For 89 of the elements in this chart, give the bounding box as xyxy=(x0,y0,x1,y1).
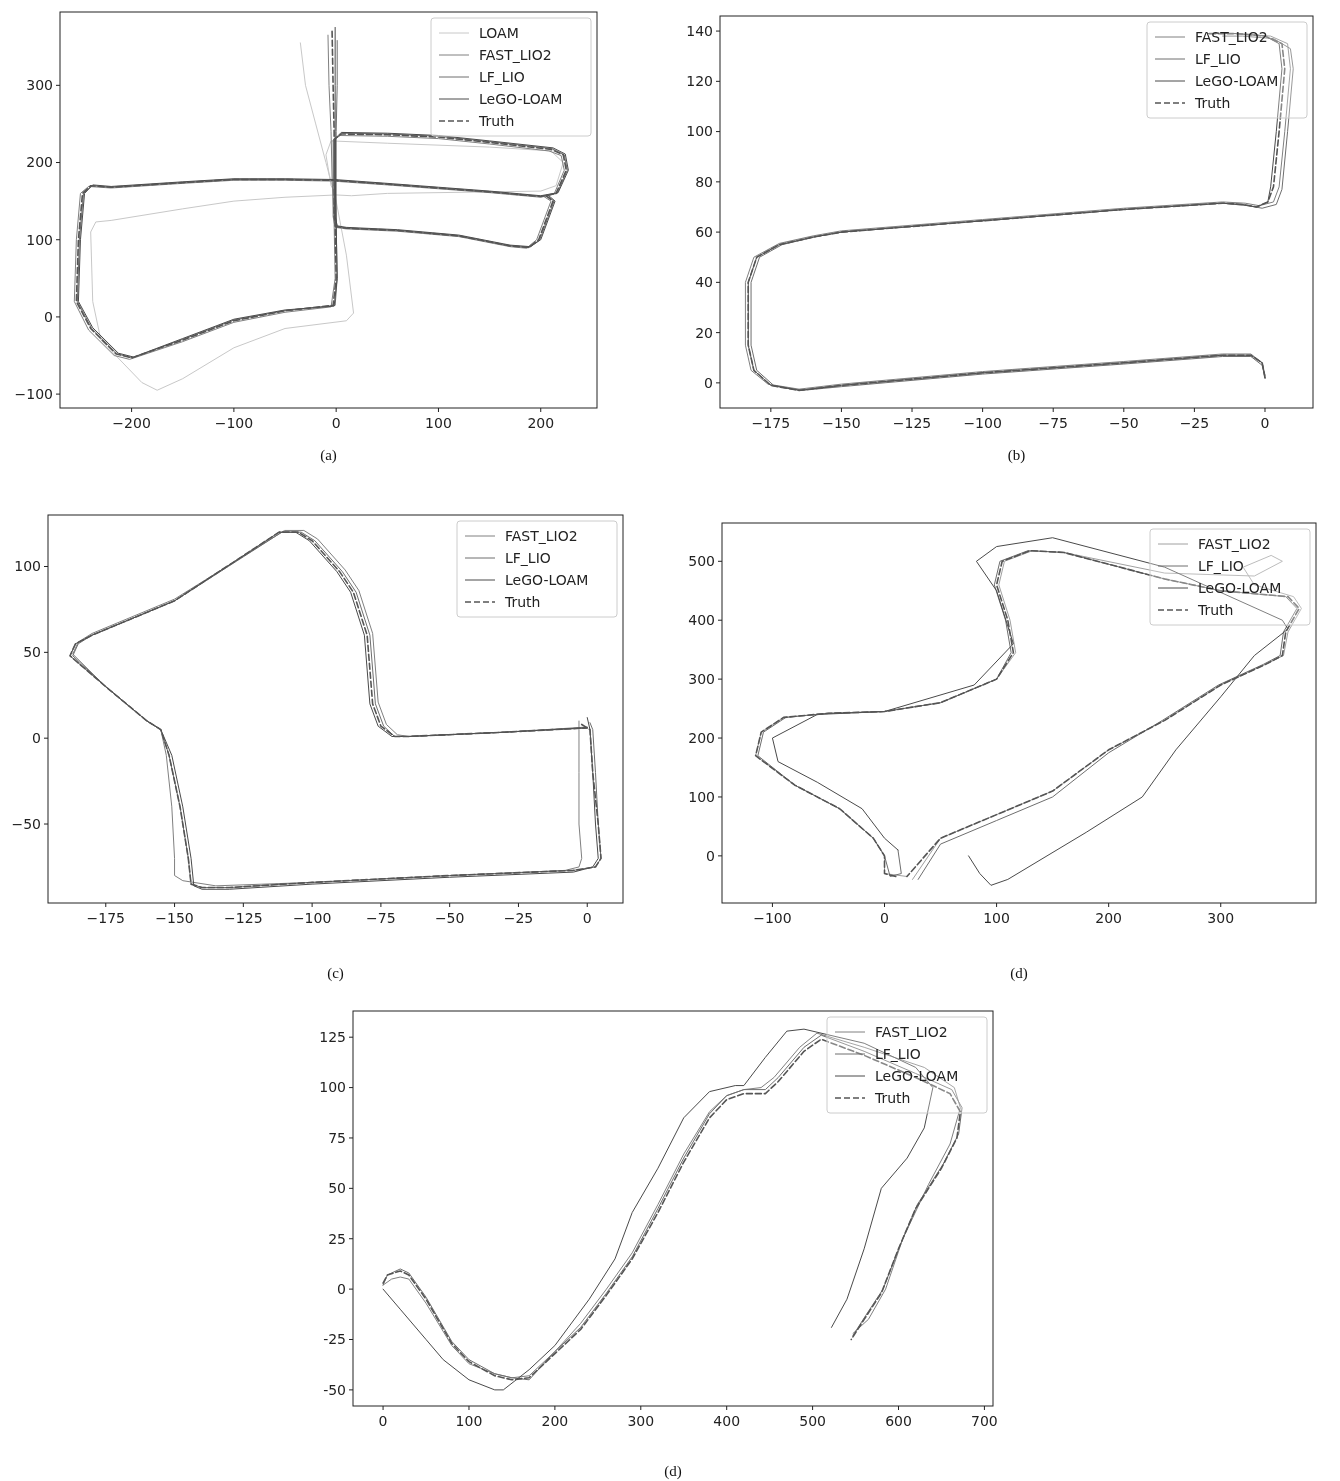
text: (b) xyxy=(1007,447,1026,464)
y-tick-label: 400 xyxy=(688,612,715,629)
x-tick-label: −75 xyxy=(366,910,396,926)
y-tick-label: 20 xyxy=(695,324,713,341)
y-tick-label: 100 xyxy=(26,231,53,248)
text: (a) xyxy=(320,447,337,464)
y-tick-label: 500 xyxy=(688,553,715,570)
x-tick-label: −150 xyxy=(822,415,861,431)
y-tick-label: 100 xyxy=(319,1079,346,1096)
legend-label: LeGO-LOAM xyxy=(1195,72,1279,89)
y-tick-label: 40 xyxy=(695,274,713,291)
legend-label: LeGO-LOAM xyxy=(479,90,563,107)
legend-label: LF_LIO xyxy=(1195,50,1241,67)
legend-label: LF_LIO xyxy=(479,68,525,85)
legend-label: FAST_LIO2 xyxy=(505,527,578,544)
x-tick-label: 0 xyxy=(378,1413,388,1429)
x-tick-label: −25 xyxy=(1179,415,1210,431)
y-tick-label: 120 xyxy=(686,73,713,90)
x-tick-label: −100 xyxy=(292,910,332,926)
x-tick-label: 100 xyxy=(425,415,452,431)
y-tick-label: 300 xyxy=(688,671,715,688)
x-tick-label: −100 xyxy=(753,910,792,926)
y-tick-label: 100 xyxy=(686,123,713,140)
y-tick-label: 300 xyxy=(26,77,53,94)
y-tick-label: 200 xyxy=(26,154,53,171)
y-tick-label: -25 xyxy=(323,1331,346,1348)
legend-label: Truth xyxy=(478,112,515,129)
y-tick-label: 0 xyxy=(44,308,53,325)
legend-label: Truth xyxy=(504,593,541,610)
x-tick-label: 0 xyxy=(582,910,592,926)
y-tick-label: 60 xyxy=(695,224,713,240)
x-tick-label: 500 xyxy=(799,1413,826,1429)
y-tick-label: 140 xyxy=(686,22,713,39)
legend-label: FAST_LIO2 xyxy=(479,46,552,63)
x-tick-label: −200 xyxy=(112,415,151,431)
x-tick-label: −175 xyxy=(751,415,791,431)
x-tick-label: −175 xyxy=(86,910,125,926)
legend-label: LeGO-LOAM xyxy=(1198,579,1282,596)
y-tick-label: 0 xyxy=(704,374,713,391)
x-tick-label: −150 xyxy=(155,910,194,926)
y-tick-label: 50 xyxy=(23,644,41,661)
x-tick-label: −100 xyxy=(214,415,254,431)
legend-label: LeGO-LOAM xyxy=(875,1067,959,1084)
legend-label: FAST_LIO2 xyxy=(1198,535,1271,552)
x-tick-label: 200 xyxy=(527,415,555,431)
y-tick-label: 200 xyxy=(688,729,715,746)
x-tick-label: 700 xyxy=(971,1413,998,1429)
legend-label: LF_LIO xyxy=(875,1045,921,1062)
x-tick-label: −50 xyxy=(434,910,465,926)
y-tick-label: 0 xyxy=(337,1281,346,1298)
y-tick-label: 0 xyxy=(706,847,715,864)
text: (d) xyxy=(1010,965,1028,982)
legend-label: Truth xyxy=(1194,94,1231,111)
x-tick-label: 300 xyxy=(1207,910,1235,926)
x-tick-label: 100 xyxy=(983,910,1010,926)
x-tick-label: 300 xyxy=(627,1413,655,1429)
x-tick-label: 100 xyxy=(455,1413,483,1429)
x-tick-label: −100 xyxy=(963,415,1002,431)
y-tick-label: 125 xyxy=(319,1029,346,1046)
legend-label: FAST_LIO2 xyxy=(1195,28,1268,45)
x-tick-label: −125 xyxy=(892,415,932,431)
text: (c) xyxy=(327,965,344,982)
y-tick-label: −50 xyxy=(11,815,41,832)
x-tick-label: −25 xyxy=(503,910,534,926)
x-tick-label: 200 xyxy=(1095,910,1123,926)
y-tick-label: 25 xyxy=(328,1230,346,1247)
x-tick-label: −50 xyxy=(1109,415,1139,431)
x-tick-label: 600 xyxy=(885,1413,912,1429)
x-tick-label: −75 xyxy=(1038,415,1068,431)
y-tick-label: 100 xyxy=(688,788,715,805)
y-tick-label: 75 xyxy=(328,1129,346,1146)
legend-label: Truth xyxy=(874,1089,911,1106)
legend-label: Truth xyxy=(1197,601,1234,618)
y-tick-label: -50 xyxy=(323,1381,346,1398)
y-tick-label: 0 xyxy=(32,730,41,747)
legend-label: LF_LIO xyxy=(505,549,551,566)
y-tick-label: −100 xyxy=(14,386,53,403)
legend-label: LF_LIO xyxy=(1198,557,1244,574)
x-tick-label: 0 xyxy=(880,910,889,926)
text: (d) xyxy=(664,1463,682,1480)
x-tick-label: 0 xyxy=(1260,415,1270,431)
legend-label: LOAM xyxy=(479,24,519,41)
y-tick-label: 50 xyxy=(328,1180,346,1197)
legend-label: FAST_LIO2 xyxy=(875,1023,948,1040)
y-tick-label: 100 xyxy=(14,558,41,575)
x-tick-label: 200 xyxy=(541,1413,569,1429)
legend-label: LeGO-LOAM xyxy=(505,571,589,588)
x-tick-label: −125 xyxy=(224,910,263,926)
y-tick-label: 80 xyxy=(695,173,713,190)
